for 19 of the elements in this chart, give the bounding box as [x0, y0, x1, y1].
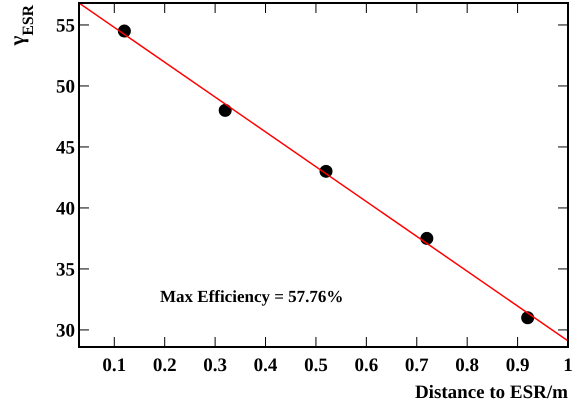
y-tick-label: 30 [56, 320, 75, 342]
x-tick-label: 0.1 [102, 355, 126, 376]
y-tick-label: 35 [56, 260, 75, 281]
y-tick-label: 45 [56, 138, 75, 159]
x-tick-label: 0.8 [455, 355, 480, 376]
annotation: Max Efficiency = 57.76% [160, 287, 344, 306]
y-tick-label: 50 [56, 76, 75, 98]
x-tick-label: 0.7 [404, 355, 430, 376]
y-tick-label: 55 [56, 16, 75, 37]
x-axis-title: Distance to ESR/m [414, 382, 568, 403]
x-tick-label: 0.3 [203, 355, 227, 376]
x-tick-label: 0.9 [506, 355, 530, 376]
x-tick-label: 1 [563, 355, 573, 376]
x-tick-label: 0.2 [152, 355, 177, 376]
x-tick-label: 0.5 [304, 355, 328, 376]
x-tick-label: 0.4 [254, 355, 278, 376]
point [218, 104, 232, 117]
x-tick-label: 0.6 [354, 355, 378, 376]
y-tick-label: 40 [56, 198, 75, 220]
